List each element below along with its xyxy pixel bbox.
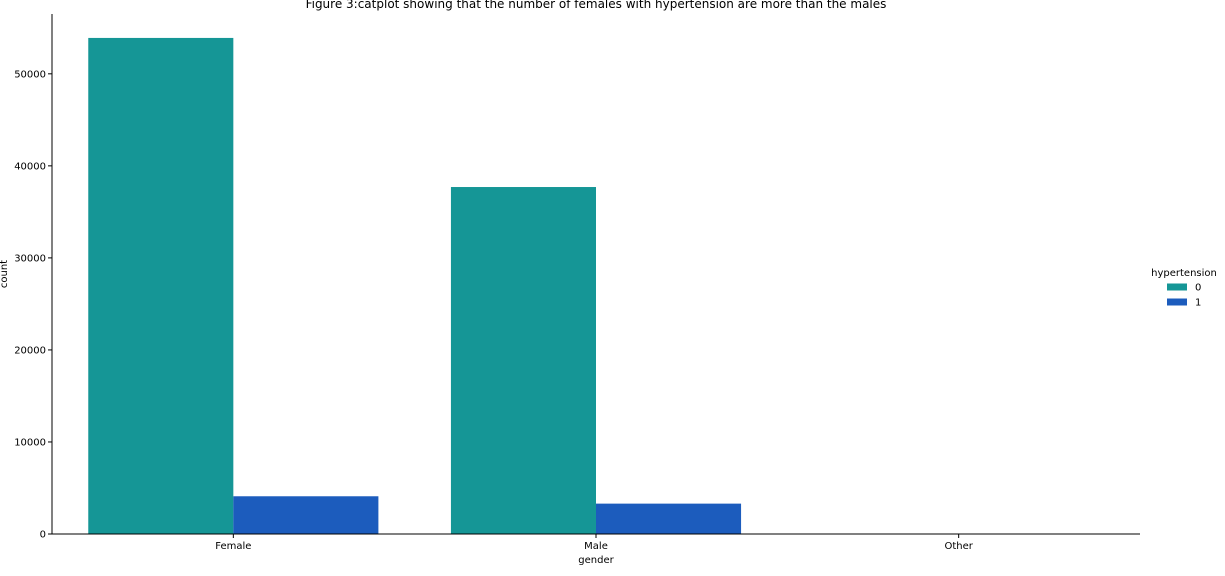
legend-items: 01: [1167, 283, 1201, 309]
chart-title: Figure 3:catplot showing that the number…: [306, 0, 887, 11]
legend-swatch-1: [1167, 298, 1187, 306]
y-tick-label: 0: [40, 530, 46, 541]
y-axis-label: count: [0, 260, 10, 288]
bars-layer: [88, 37, 959, 535]
legend-swatch-0: [1167, 283, 1187, 291]
y-tick-label: 10000: [14, 437, 46, 448]
x-tick-label-other: Other: [944, 541, 973, 552]
x-axis-label: gender: [578, 555, 614, 566]
legend-title: hypertension: [1151, 268, 1217, 279]
x-ticks: Female Male Other: [215, 534, 974, 552]
y-tick-label: 30000: [14, 253, 46, 264]
x-tick-label-male: Male: [584, 541, 608, 552]
y-ticks: 0 10000 20000 30000 40000 50000: [14, 69, 52, 541]
bar-female-hypertension-0: [88, 37, 234, 535]
y-tick-label: 50000: [14, 69, 46, 80]
legend-label-1: 1: [1195, 298, 1201, 309]
y-tick-label: 40000: [14, 161, 46, 172]
bar-male-hypertension-1: [596, 503, 742, 534]
legend: hypertension 01: [1151, 268, 1217, 309]
bar-male-hypertension-0: [450, 187, 596, 534]
x-tick-label-female: Female: [215, 541, 251, 552]
y-tick-label: 20000: [14, 345, 46, 356]
legend-label-0: 0: [1195, 283, 1201, 294]
bar-female-hypertension-1: [233, 496, 379, 534]
